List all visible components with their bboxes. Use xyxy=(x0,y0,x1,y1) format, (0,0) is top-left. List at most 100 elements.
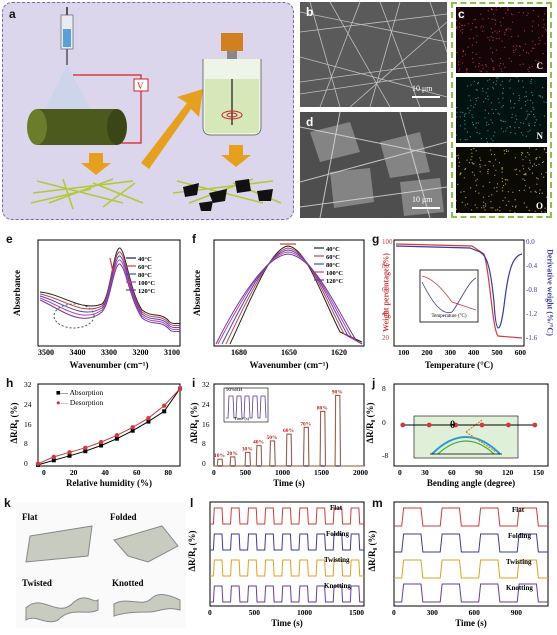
film-flat-icon xyxy=(25,525,93,563)
panel-k: k Flat Folded Twisted Knotted xyxy=(2,496,188,630)
i-inset-xlabel: Time (s) xyxy=(234,416,250,421)
l-ylabel: ΔR/R₀ (%) xyxy=(187,530,197,572)
data-point xyxy=(83,449,88,454)
data-point xyxy=(146,419,151,424)
legend-temp: 100°C xyxy=(326,270,343,277)
h-legend: ■— Absorption ●— Desorption xyxy=(56,388,104,407)
data-point xyxy=(67,450,72,455)
panel-label-c: c xyxy=(458,7,465,21)
l-xlabel: Time (s) xyxy=(271,618,303,628)
panel-label-m: m xyxy=(372,496,383,510)
syringe-icon xyxy=(60,7,74,65)
data-point xyxy=(51,458,56,463)
panel-label-k: k xyxy=(4,496,11,510)
rh-label: 40% xyxy=(253,440,264,446)
rh-label: 50% xyxy=(267,435,278,441)
legend-temp: 120°C xyxy=(326,278,343,285)
i-inset-label: 90%RH xyxy=(226,388,243,393)
legend-temp: 120°C xyxy=(138,288,155,295)
legend-temp: 40°C xyxy=(326,246,340,253)
panel-label-l: l xyxy=(190,496,194,510)
eds-map-o: O xyxy=(455,147,547,214)
beaker-icon xyxy=(202,33,262,136)
panel-h: h ΔR/R₀ (%) 0 8 16 24 32 0 20 40 60 80 Relative … xyxy=(2,376,188,490)
series-line xyxy=(214,395,364,467)
data-point xyxy=(130,428,135,433)
panel-d-sem-image: d 10 μm xyxy=(299,111,448,219)
film-twisted-icon xyxy=(25,597,99,623)
rh-label: 90% xyxy=(332,389,343,395)
data-point xyxy=(98,439,104,445)
j-xlabel: Bending angle (degree) xyxy=(426,478,516,488)
data-point xyxy=(130,425,135,430)
panel-b-sem-image: b 10 μm xyxy=(299,1,448,108)
j-ylabel: ΔR/R₀ (%) xyxy=(365,402,375,444)
data-point xyxy=(67,453,72,458)
series-line xyxy=(37,388,181,466)
panel-a-illustration: V xyxy=(27,7,282,211)
panel-label-f: f xyxy=(192,232,196,246)
data-point xyxy=(162,403,167,408)
panel-l-plot xyxy=(209,501,365,607)
m-ylabel: ΔR/R₀ (%) xyxy=(367,530,377,572)
data-point xyxy=(400,422,406,428)
legend-temp: 40°C xyxy=(138,256,152,263)
i-xlabel: Time (s) xyxy=(273,478,305,488)
inset-line xyxy=(226,395,267,419)
scale-bar-label-b: 10 μm xyxy=(412,84,433,93)
k-label-folded: Folded xyxy=(110,512,137,522)
k-label-twisted: Twisted xyxy=(22,578,52,588)
film-folded-icon xyxy=(113,525,179,563)
data-point xyxy=(146,415,151,421)
flake-icon xyxy=(183,179,273,211)
data-point xyxy=(162,409,167,414)
rh-label: 30% xyxy=(242,446,253,452)
panel-f: 40°C 60°C 80°C 100°C 120°C f Absorbance 1680… xyxy=(190,232,370,374)
data-point xyxy=(506,422,511,428)
g-inset-xlabel: Temperature (°C) xyxy=(431,314,467,319)
panel-k-photos xyxy=(16,502,186,628)
collector-roller-icon xyxy=(27,109,127,145)
response-trace xyxy=(210,507,364,525)
data-point xyxy=(114,433,120,438)
panel-a: V xyxy=(2,2,294,220)
panel-m: m ΔR/R₀ (%) Flat Folding Twisting Knotti… xyxy=(367,496,555,630)
panel-label-d: d xyxy=(306,115,314,129)
scale-bar-label-d: 10 μm xyxy=(412,195,433,204)
rh-label: 10% xyxy=(214,453,225,459)
e-xlabel: Wavenumber (cm⁻¹) xyxy=(69,360,149,370)
panel-e: 40°C 60°C 80°C 100°C 120°C e Absorbance 3500… xyxy=(2,232,188,374)
series-line xyxy=(37,388,181,465)
response-trace xyxy=(394,583,548,603)
eds-map-c: C xyxy=(455,6,548,73)
panel-label-j: j xyxy=(372,376,376,390)
panel-c-eds-maps: C N O c xyxy=(451,2,552,218)
k-label-knotted: Knotted xyxy=(112,578,144,588)
panel-label-g: g xyxy=(372,232,380,246)
legend-temp: 60°C xyxy=(326,254,340,261)
panel-i-plot: 10% 20% 30%40%50% 60% 70% 80% 90% xyxy=(213,383,365,467)
panel-g: g Weight percentage (%) Derivative weigh… xyxy=(372,232,555,374)
data-point xyxy=(35,461,41,466)
legend-temp: 100°C xyxy=(138,280,155,287)
eds-map-n: N xyxy=(455,76,548,143)
data-point xyxy=(479,422,485,428)
f-xlabel: Wavenumber (cm⁻¹) xyxy=(249,360,329,370)
m-xlabel: Time (s) xyxy=(455,618,487,628)
f-ylabel: Absorbance xyxy=(192,270,202,317)
data-point xyxy=(114,436,119,441)
data-point xyxy=(532,422,538,428)
data-point xyxy=(51,454,56,460)
i-ylabel: ΔR/R₀ (%) xyxy=(189,402,199,444)
data-point xyxy=(83,445,88,450)
panel-h-plot xyxy=(35,383,183,467)
rh-label: 60% xyxy=(283,428,294,434)
panel-label-e: e xyxy=(6,232,13,246)
panel-j-plot xyxy=(393,383,549,467)
panel-g-plot xyxy=(393,239,525,347)
voltage-label: V xyxy=(137,81,144,91)
panel-m-plot xyxy=(393,501,549,607)
data-point xyxy=(177,386,183,391)
